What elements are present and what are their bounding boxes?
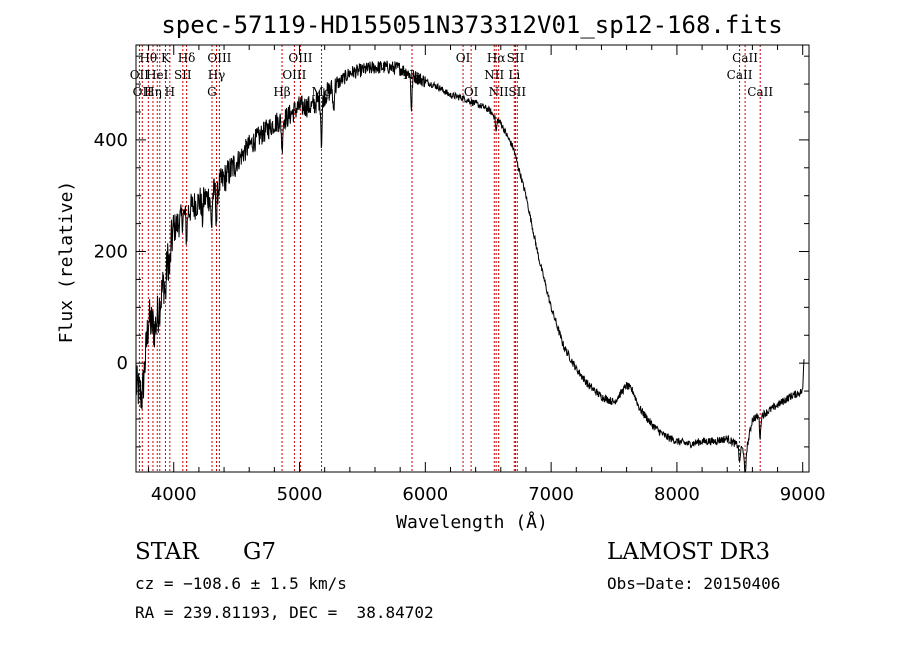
line-label: H — [165, 85, 175, 99]
chart-title: spec-57119-HD155051N373312V01_sp12-168.f… — [161, 11, 782, 39]
line-label: OII — [133, 85, 153, 99]
line-label: Mg — [312, 85, 332, 99]
line-label: NII — [484, 68, 504, 82]
y-tick-label: 400 — [94, 130, 128, 151]
line-label: Hη — [144, 85, 162, 99]
y-axis-label: Flux (relative) — [56, 181, 77, 344]
line-label: OIII — [282, 68, 306, 82]
line-label: Hθ — [139, 51, 157, 65]
line-label: CaII — [747, 85, 773, 99]
line-label: OIII — [288, 51, 312, 65]
object-subclass: G7 — [243, 539, 277, 565]
object-class: STAR — [135, 539, 199, 565]
line-label: NII — [489, 85, 509, 99]
line-label: OII — [130, 68, 150, 82]
x-tick-label: 8000 — [654, 484, 700, 505]
line-label: CaII — [732, 51, 758, 65]
spectral-line-markers — [138, 45, 761, 472]
axis-ticks: 4000 5000 6000 7000 8000 9000 0 200 400 — [94, 45, 826, 505]
coordinates: RA = 239.81193, DEC = 38.84702 — [135, 603, 434, 622]
redshift-value: cz = −108.6 ± 1.5 km/s — [135, 574, 347, 593]
y-tick-label: 0 — [117, 353, 128, 374]
x-tick-label: 5000 — [277, 484, 323, 505]
x-tick-label: 9000 — [780, 484, 826, 505]
line-label: CaII — [727, 68, 753, 82]
line-label: G — [207, 85, 217, 99]
x-tick-label: 6000 — [402, 484, 448, 505]
line-label: Hδ — [178, 51, 196, 65]
line-label: SII — [507, 51, 525, 65]
x-tick-label: 4000 — [151, 484, 197, 505]
line-label: Hβ — [273, 85, 290, 99]
spectrum-series-line — [135, 60, 805, 473]
spectral-line-labels: OII OII Hθ Hη HeI K H SII Hδ G Hγ OIII Hβ OIII OIII Mg N… — [130, 51, 774, 99]
line-label: SII — [508, 85, 526, 99]
line-label: OI — [456, 51, 471, 65]
line-label: SII — [174, 68, 192, 82]
line-label: OI — [464, 85, 479, 99]
line-label: HeI — [146, 68, 169, 82]
line-label: K — [161, 51, 171, 65]
x-axis-label: Wavelength (Å) — [396, 511, 548, 533]
survey-name: LAMOST DR3 — [607, 539, 771, 565]
plot-frame — [135, 44, 810, 473]
observation-date: Obs−Date: 20150406 — [607, 574, 781, 593]
line-label: Hα — [487, 51, 506, 65]
x-tick-label: 7000 — [528, 484, 574, 505]
line-label: Hγ — [208, 68, 226, 82]
line-label: OIII — [207, 51, 231, 65]
line-label: Li — [508, 68, 520, 82]
line-label: Na — [403, 68, 421, 82]
y-tick-label: 200 — [94, 242, 128, 263]
